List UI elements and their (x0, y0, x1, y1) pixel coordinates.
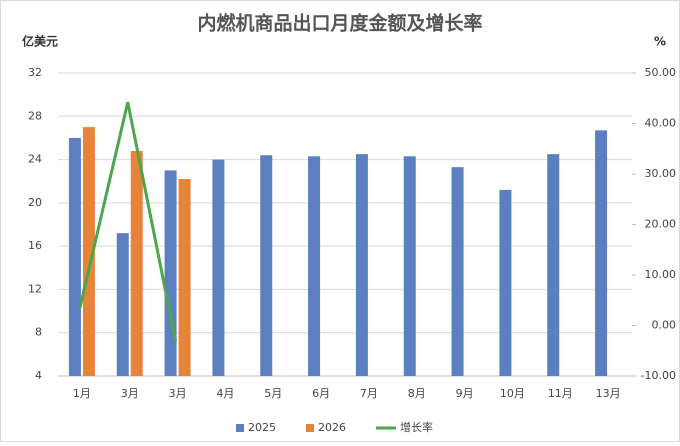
bar (355, 154, 368, 376)
bar (547, 154, 560, 376)
x-tick-label: 3月 (169, 387, 187, 400)
x-tick-label: 5月 (264, 387, 282, 400)
y2-tick-label: 10.00 (645, 268, 677, 281)
x-tick-label: 7月 (360, 387, 378, 400)
x-tick-label: 4月 (216, 387, 234, 400)
bar (68, 137, 81, 376)
bar (260, 155, 273, 376)
bar (82, 127, 95, 376)
x-tick-label: 13月 (596, 387, 621, 400)
y2-axis-label: % (654, 35, 666, 49)
bar (499, 189, 512, 376)
x-tick-label: 9月 (456, 387, 474, 400)
legend-label: 2026 (318, 421, 346, 434)
y-tick-label: 20 (28, 196, 42, 209)
bar (451, 167, 464, 376)
legend-swatch (236, 424, 244, 432)
y2-tick-label: 20.00 (645, 218, 677, 231)
y-axis-label: 亿美元 (22, 34, 58, 49)
y-tick-label: 16 (28, 239, 42, 252)
bar (212, 159, 225, 376)
x-tick-label: 8月 (408, 387, 426, 400)
bar (403, 156, 416, 376)
y2-tick-label: -10.00 (641, 369, 676, 382)
x-tick-label: 3月 (121, 387, 139, 400)
y2-tick-label: 50.00 (645, 66, 677, 79)
bar (130, 150, 143, 376)
y-tick-label: 8 (35, 326, 42, 339)
x-tick-label: 11月 (548, 387, 573, 400)
x-tick-label: 6月 (312, 387, 330, 400)
y-tick-label: 32 (28, 66, 42, 79)
x-tick-label: 10月 (500, 387, 525, 400)
line (78, 101, 178, 342)
bar (308, 156, 321, 376)
bar (595, 130, 608, 376)
bar (178, 179, 191, 376)
y2-tick-label: 0.00 (652, 319, 677, 332)
y-tick-label: 24 (28, 153, 42, 166)
y-tick-label: 4 (35, 369, 42, 382)
y-tick-label: 28 (28, 109, 42, 122)
legend-label: 2025 (248, 421, 276, 434)
legend-label: 增长率 (400, 420, 433, 434)
bar (164, 170, 177, 376)
y-tick-label: 12 (28, 282, 42, 295)
chart-title: 内燃机商品出口月度金额及增长率 (197, 12, 482, 35)
y2-tick-label: 40.00 (645, 117, 677, 130)
x-tick-label: 1月 (73, 387, 91, 400)
y2-tick-label: 30.00 (645, 167, 677, 180)
legend-swatch (306, 424, 314, 432)
bar (116, 233, 129, 376)
